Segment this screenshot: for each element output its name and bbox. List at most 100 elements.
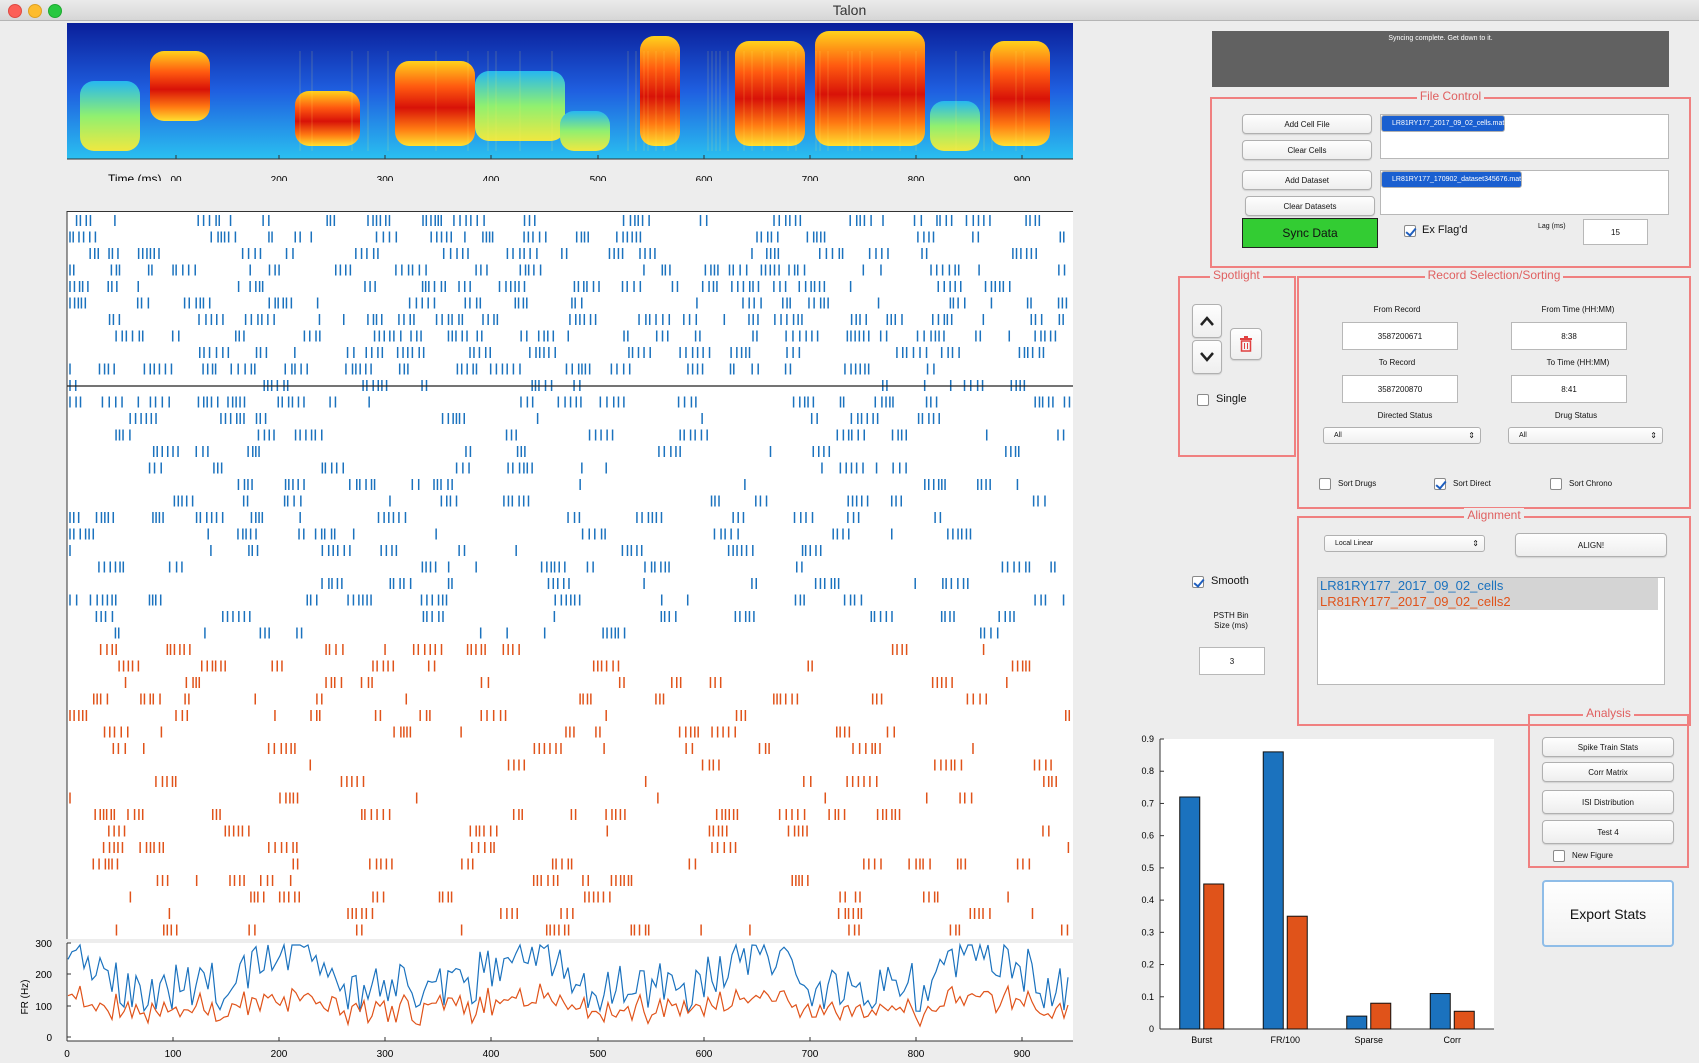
- bar-fr-100-series-2: [1286, 915, 1308, 1030]
- single-label: Single: [1216, 393, 1247, 405]
- dataset-item[interactable]: LR81RY177_170902_dataset345676.mat: [1381, 171, 1523, 188]
- spotlight-panel: Spotlight Single: [1178, 268, 1296, 457]
- lag-input[interactable]: 15: [1583, 219, 1648, 245]
- bar-ytick-label: 0: [1149, 1024, 1154, 1034]
- updown-arrows-icon: ⇕: [1468, 431, 1475, 440]
- clear-datasets-button[interactable]: Clear Datasets: [1245, 196, 1375, 216]
- spectrogram-energy-region: [735, 41, 805, 146]
- zoom-window-button[interactable]: [48, 4, 62, 18]
- alignment-method-select[interactable]: Local Linear ⇕: [1324, 535, 1485, 552]
- from-record-label: From Record: [1373, 305, 1421, 314]
- spectrogram-xlabel: Time (ms): [108, 172, 162, 181]
- new-figure-checkbox[interactable]: [1553, 850, 1565, 862]
- bar-burst-series-2: [1203, 883, 1225, 1030]
- status-display: Syncing complete. Get down to it.: [1212, 31, 1669, 87]
- to-time-input[interactable]: 8:41: [1511, 375, 1627, 403]
- spectrogram-xtick-label: 800: [908, 175, 925, 181]
- bar-ytick-label: 0.7: [1141, 798, 1154, 808]
- record-selection-title: Record Selection/Sorting: [1424, 268, 1564, 282]
- psth-xtick-label: 600: [696, 1049, 713, 1060]
- bar-ytick-label: 0.8: [1141, 766, 1154, 776]
- spectrogram-energy-region: [295, 91, 360, 146]
- sync-data-button[interactable]: Sync Data: [1242, 218, 1378, 248]
- spotlight-up-button[interactable]: [1192, 304, 1222, 338]
- from-record-input[interactable]: 3587200671: [1342, 322, 1458, 350]
- bar-fr-100-series-1: [1262, 751, 1284, 1030]
- directed-status-select[interactable]: All ⇕: [1323, 427, 1481, 444]
- psth-ytick-label: 0: [46, 1033, 52, 1044]
- spectrogram-xtick-label: 400: [483, 175, 500, 181]
- bar-category-label: Burst: [1191, 1035, 1213, 1045]
- bar-ytick-label: 0.6: [1141, 831, 1154, 841]
- drug-status-select[interactable]: All ⇕: [1508, 427, 1663, 444]
- dataset-list[interactable]: LR81RY177_170902_dataset345676.mat: [1380, 170, 1669, 215]
- export-stats-button[interactable]: Export Stats: [1542, 880, 1674, 947]
- sort-direct-checkbox[interactable]: [1434, 478, 1446, 490]
- alignment-title: Alignment: [1464, 508, 1524, 522]
- drug-status-value: All: [1519, 432, 1527, 439]
- spotlight-down-button[interactable]: [1192, 340, 1222, 374]
- add-cell-file-button[interactable]: Add Cell File: [1242, 114, 1372, 134]
- alignment-item-cells[interactable]: LR81RY177_2017_09_02_cells: [1320, 578, 1504, 593]
- alignment-item-cells2[interactable]: LR81RY177_2017_09_02_cells2: [1320, 594, 1511, 609]
- directed-status-label: Directed Status: [1377, 411, 1433, 420]
- directed-status-value: All: [1334, 432, 1342, 439]
- alignment-file-list[interactable]: LR81RY177_2017_09_02_cells LR81RY177_201…: [1317, 577, 1665, 685]
- spotlight-title: Spotlight: [1210, 268, 1263, 282]
- status-message: Syncing complete. Get down to it.: [1388, 35, 1493, 42]
- delete-spotlight-button[interactable]: [1230, 328, 1262, 360]
- cell-file-item[interactable]: LR81RY177_2017_09_02_cells.mat: [1381, 115, 1506, 132]
- spike-train-stats-button[interactable]: Spike Train Stats: [1542, 737, 1674, 757]
- ex-flagd-checkbox[interactable]: [1404, 225, 1416, 237]
- bar-category-label: Sparse: [1354, 1035, 1383, 1045]
- psth-xtick-label: 100: [165, 1049, 182, 1060]
- sort-direct-label: Sort Direct: [1453, 479, 1491, 488]
- test-4-button[interactable]: Test 4: [1542, 820, 1674, 844]
- add-dataset-button[interactable]: Add Dataset: [1242, 170, 1372, 190]
- spectrogram-xtick-label: 700: [802, 175, 819, 181]
- from-time-input[interactable]: 8:38: [1511, 322, 1627, 350]
- analysis-title: Analysis: [1583, 706, 1634, 720]
- psth-line-blue: [67, 942, 1069, 1014]
- single-checkbox[interactable]: [1197, 394, 1209, 406]
- close-window-button[interactable]: [8, 4, 22, 18]
- trash-icon: [1240, 336, 1252, 352]
- psth-ylabel: FR (Hz): [20, 980, 31, 1015]
- stats-bar-chart: 0.9 0.8 0.7 0.6 0.5 0.4 0.3 0.2 0.1 0 Burst FR/100 S…: [1141, 734, 1494, 1045]
- sort-drugs-checkbox[interactable]: [1319, 478, 1331, 490]
- raster-plot: [66, 211, 1073, 939]
- isi-distribution-button[interactable]: ISI Distribution: [1542, 790, 1674, 814]
- to-record-input[interactable]: 3587200870: [1342, 375, 1458, 403]
- cell-files-list[interactable]: LR81RY177_2017_09_02_cells.mat LR81RY177…: [1380, 114, 1669, 159]
- file-control-panel: File Control Add Cell File Clear Cells A…: [1210, 89, 1691, 268]
- smooth-checkbox[interactable]: [1192, 576, 1204, 588]
- psth-bin-size-input[interactable]: 3: [1199, 647, 1265, 675]
- psth-xtick-label: 700: [802, 1049, 819, 1060]
- sort-chrono-checkbox[interactable]: [1550, 478, 1562, 490]
- spectrogram-energy-region: [990, 41, 1050, 146]
- corr-matrix-button[interactable]: Corr Matrix: [1542, 762, 1674, 782]
- updown-arrows-icon: ⇕: [1472, 539, 1479, 548]
- spectrogram-xtick-label: 200: [271, 175, 288, 181]
- alignment-panel: Alignment Local Linear ⇕ ALIGN! LR81RY177…: [1297, 508, 1691, 726]
- updown-arrows-icon: ⇕: [1650, 431, 1657, 440]
- spectrogram-energy-region: [560, 111, 610, 151]
- analysis-panel: Analysis Spike Train Stats Corr Matrix I…: [1528, 706, 1689, 868]
- psth-ytick-label: 300: [35, 939, 52, 950]
- bar-burst-series-1: [1179, 796, 1201, 1030]
- bar-sparse-series-1: [1346, 1015, 1368, 1030]
- from-time-label: From Time (HH:MM): [1541, 305, 1615, 314]
- spectrogram-xtick-label: 00: [170, 175, 182, 181]
- psth-bin-label-1: PSTH Bin: [1213, 611, 1249, 620]
- spectrogram-energy-region: [395, 61, 475, 146]
- bar-category-label: Corr: [1444, 1035, 1462, 1045]
- psth-xtick-label: 200: [271, 1049, 288, 1060]
- sort-chrono-label: Sort Chrono: [1569, 479, 1613, 488]
- minimize-window-button[interactable]: [28, 4, 42, 18]
- window-title: Talon: [832, 2, 867, 18]
- psth-xtick-label: 0: [64, 1049, 70, 1060]
- spectrogram-xtick-label: 600: [696, 175, 713, 181]
- spectrogram-energy-region: [475, 71, 565, 141]
- clear-cells-button[interactable]: Clear Cells: [1242, 140, 1372, 160]
- align-button[interactable]: ALIGN!: [1515, 533, 1667, 557]
